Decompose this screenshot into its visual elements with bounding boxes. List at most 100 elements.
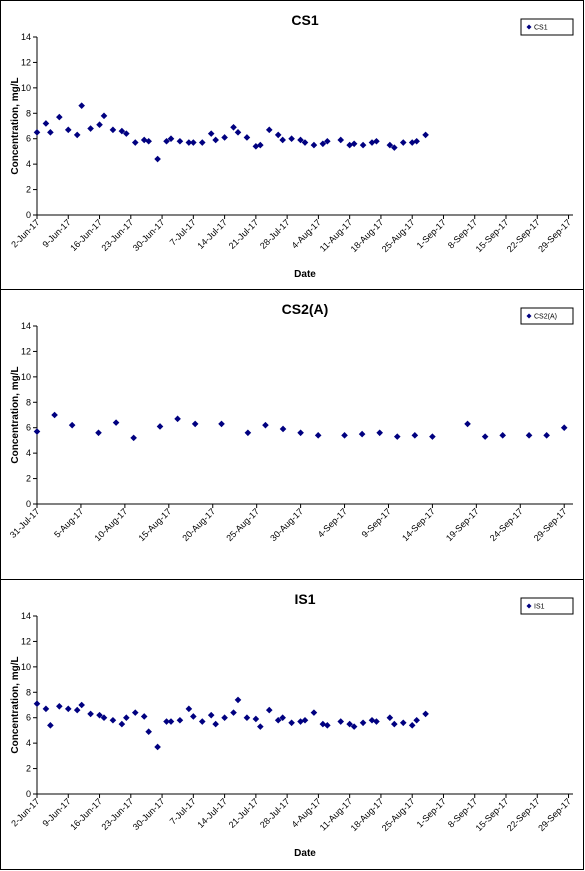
data-point-is1	[265, 706, 273, 714]
y-tick-label: 6	[26, 423, 31, 433]
x-tick-label: 30-Aug-17	[268, 506, 305, 543]
data-point-is1	[234, 696, 242, 704]
data-point-cs1	[212, 136, 219, 144]
chart-is1: IS1 Concentration, mg/L 0 2 4 6 8 10 12 14 2-Jun-1…	[9, 591, 574, 859]
data-point-is1	[386, 714, 394, 722]
x-tick-label: 18-Aug-17	[349, 796, 386, 833]
data-point-is1	[42, 705, 50, 713]
x-tick-label: 30-Jun-17	[131, 217, 167, 253]
data-point-cs1	[109, 126, 117, 134]
data-point-cs1	[87, 125, 94, 132]
data-point-cs1	[118, 127, 126, 135]
data-point-cs2a	[560, 424, 568, 432]
data-point-cs2a	[429, 433, 436, 440]
data-point-cs1	[422, 131, 429, 139]
data-point-cs1	[230, 123, 237, 131]
data-point-cs1	[190, 139, 197, 146]
legend-label: CS1	[534, 25, 548, 32]
y-tick-label: 8	[26, 108, 31, 118]
data-point-cs1	[154, 155, 161, 163]
legend-box	[520, 18, 574, 36]
x-tick-label: 4-Sep-17	[316, 506, 349, 539]
data-point-is1	[78, 701, 85, 709]
y-tick-label: 14	[21, 321, 31, 331]
data-point-cs2a	[358, 430, 366, 438]
data-point-is1	[301, 716, 309, 724]
data-point-cs2a	[33, 428, 41, 435]
data-point-cs2a	[376, 429, 383, 437]
y-tick-label: 0	[26, 210, 31, 220]
x-axis-label: Date	[294, 848, 316, 859]
data-point-cs2a	[543, 432, 550, 439]
legend-marker-icon	[526, 313, 532, 319]
data-point-cs2a	[95, 429, 102, 437]
x-tick-label: 21-Jul-17	[227, 217, 261, 251]
x-tick-label: 14-Sep-17	[400, 506, 437, 543]
data-point-is1	[279, 714, 286, 722]
data-point-is1	[64, 705, 72, 713]
x-tick-label: 24-Sep-17	[488, 506, 525, 543]
x-tick-label: 7-Jul-17	[168, 217, 198, 247]
legend-label: CS2(A)	[534, 314, 557, 321]
data-point-is1	[167, 718, 175, 725]
chart-panel-is1: IS1 Concentration, mg/L 0 2 4 6 8 10 12 14 2-Jun-1…	[0, 579, 584, 870]
x-tick-label: 9-Jun-17	[40, 217, 72, 249]
data-point-cs2a	[341, 432, 348, 439]
data-point-cs1	[234, 129, 242, 136]
data-point-is1	[73, 706, 81, 714]
data-point-cs1	[47, 129, 54, 136]
y-tick-label: 4	[26, 159, 31, 169]
y-tick-label: 14	[21, 32, 31, 42]
y-tick-label: 12	[21, 636, 31, 646]
y-tick-label: 2	[26, 185, 31, 195]
x-tick-label: 16-Jun-17	[68, 796, 104, 832]
data-point-cs2a	[481, 433, 489, 440]
data-point-cs2a	[525, 432, 533, 439]
data-point-cs1	[123, 130, 130, 137]
chart-title: CS2(A)	[282, 301, 329, 317]
legend-box	[520, 307, 574, 325]
data-point-cs1	[310, 141, 318, 149]
data-point-is1	[408, 722, 416, 729]
x-tick-label: 10-Aug-17	[92, 506, 129, 543]
x-tick-label: 28-Jul-17	[258, 796, 292, 830]
data-point-cs2a	[393, 433, 401, 440]
data-point-cs2a	[411, 432, 419, 439]
data-point-cs1	[145, 137, 152, 145]
x-tick-label: 20-Aug-17	[180, 506, 217, 543]
data-point-cs1	[319, 140, 327, 148]
data-point-cs2a	[156, 423, 164, 430]
chart-panel-cs2a: CS2(A) Concentration, mg/L 0 2 4 6 8 10 12 14 31-J…	[0, 289, 584, 580]
data-point-cs1	[399, 139, 407, 146]
data-point-is1	[185, 705, 193, 713]
x-tick-label: 22-Sep-17	[505, 217, 542, 254]
x-tick-label: 23-Jun-17	[99, 796, 135, 832]
data-point-cs2a	[279, 425, 287, 433]
data-point-cs1	[324, 137, 331, 145]
data-point-cs2a	[297, 429, 304, 437]
data-point-cs1	[337, 136, 345, 144]
data-point-cs1	[373, 137, 380, 145]
data-point-cs1	[96, 121, 103, 129]
data-point-cs2a	[51, 411, 58, 419]
data-point-is1	[176, 716, 184, 724]
data-point-cs1	[386, 141, 394, 149]
x-tick-label: 29-Sep-17	[536, 796, 573, 833]
data-point-cs1	[100, 112, 108, 120]
data-point-cs1	[207, 130, 215, 137]
data-point-cs1	[288, 135, 295, 143]
data-point-cs1	[257, 141, 264, 149]
data-point-cs2a	[174, 415, 181, 423]
data-point-is1	[324, 722, 331, 729]
y-tick-label: 4	[26, 448, 31, 458]
x-tick-label: 15-Sep-17	[474, 796, 511, 833]
y-tick-label: 12	[21, 57, 31, 67]
x-tick-label: 30-Jun-17	[131, 796, 167, 832]
data-point-is1	[100, 714, 108, 722]
y-tick-label: 8	[26, 687, 31, 697]
x-tick-label: 1-Sep-17	[415, 217, 448, 250]
data-point-is1	[33, 700, 41, 708]
data-point-cs1	[64, 126, 72, 134]
x-tick-label: 29-Sep-17	[536, 217, 573, 254]
data-point-cs2a	[130, 434, 137, 442]
